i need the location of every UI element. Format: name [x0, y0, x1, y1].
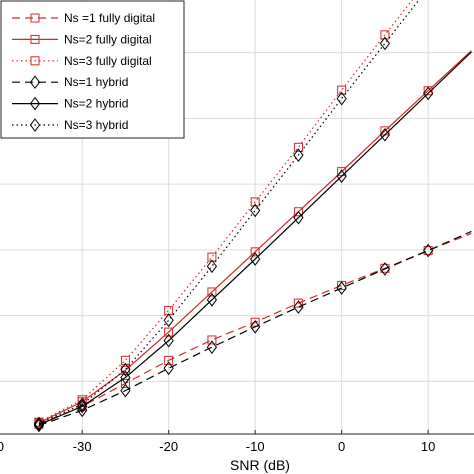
data-point	[120, 370, 131, 385]
data-point	[250, 247, 260, 257]
legend-label: Ns=3 fully digital	[64, 54, 152, 68]
series-5	[33, 0, 420, 431]
legend-label: Ns =1 fully digital	[64, 11, 155, 25]
data-point	[336, 281, 347, 295]
data-point	[164, 327, 174, 337]
data-point	[379, 36, 391, 51]
legend-item-1: Ns=2 fully digital	[12, 32, 152, 46]
data-point	[380, 30, 390, 40]
x-tick-label: 0	[338, 439, 345, 454]
legend-label: Ns=2 hybrid	[64, 97, 128, 111]
legend-item-2: Ns=3 fully digital	[12, 54, 152, 68]
x-tick-label: -10	[246, 439, 265, 454]
legend-swatch-marker	[30, 56, 40, 66]
legend: Ns =1 fully digital Ns=2 fully digital Ns=…	[0, 0, 185, 139]
data-point	[337, 85, 347, 95]
x-tick-label: -30	[73, 439, 92, 454]
data-point	[207, 287, 217, 297]
series-group	[33, 0, 472, 433]
x-axis-label: SNR (dB)	[230, 457, 290, 473]
legend-swatch-marker	[29, 96, 41, 111]
x-tick-label: 10	[421, 439, 435, 454]
legend-label: Ns=1 hybrid	[64, 75, 128, 89]
data-point	[423, 86, 434, 101]
data-point	[206, 259, 218, 274]
legend-item-5: Ns=3 hybrid	[12, 118, 128, 132]
data-point	[379, 127, 391, 142]
data-point	[293, 148, 304, 163]
data-point	[120, 378, 130, 388]
data-point	[33, 416, 45, 431]
data-point	[206, 340, 218, 355]
data-point	[250, 197, 260, 207]
legend-item-4: Ns=2 hybrid	[12, 97, 128, 111]
data-point	[163, 361, 174, 376]
x-tick-label-partial: 0	[0, 439, 4, 454]
data-point	[77, 399, 88, 414]
data-point	[163, 313, 174, 328]
data-point	[33, 417, 45, 432]
data-point	[120, 362, 131, 377]
legend-box	[0, 0, 185, 139]
legend-item-3: Ns=1 hybrid	[12, 75, 128, 89]
data-point	[120, 383, 131, 398]
series-4	[33, 51, 472, 432]
x-tick-label: -20	[159, 439, 178, 454]
legend-item-0: Ns =1 fully digital	[12, 11, 155, 25]
data-point	[206, 293, 218, 307]
legend-swatch-marker	[29, 118, 41, 132]
data-point	[293, 298, 303, 308]
data-point	[336, 169, 347, 184]
legend-swatch-marker	[30, 34, 40, 44]
x-ticks: -30 -20 -10 0 10 0	[0, 430, 435, 454]
data-point	[250, 319, 261, 334]
data-point	[293, 210, 304, 225]
legend-swatch-marker	[30, 13, 40, 23]
series-line	[38, 50, 472, 424]
data-point	[77, 397, 88, 412]
legend-label: Ns=3 hybrid	[64, 118, 128, 132]
data-point	[164, 355, 174, 365]
series-line	[38, 230, 472, 427]
legend-label: Ns=2 fully digital	[64, 32, 152, 46]
data-point	[293, 142, 303, 152]
data-point	[293, 207, 303, 217]
data-point	[379, 262, 391, 276]
data-point	[163, 333, 174, 348]
series-line	[38, 51, 472, 426]
data-point	[250, 203, 261, 218]
legend-swatch-marker	[29, 75, 41, 90]
data-point	[293, 300, 304, 314]
data-point	[423, 243, 434, 258]
data-point	[207, 335, 217, 345]
data-point	[250, 252, 261, 266]
data-point	[336, 91, 347, 106]
